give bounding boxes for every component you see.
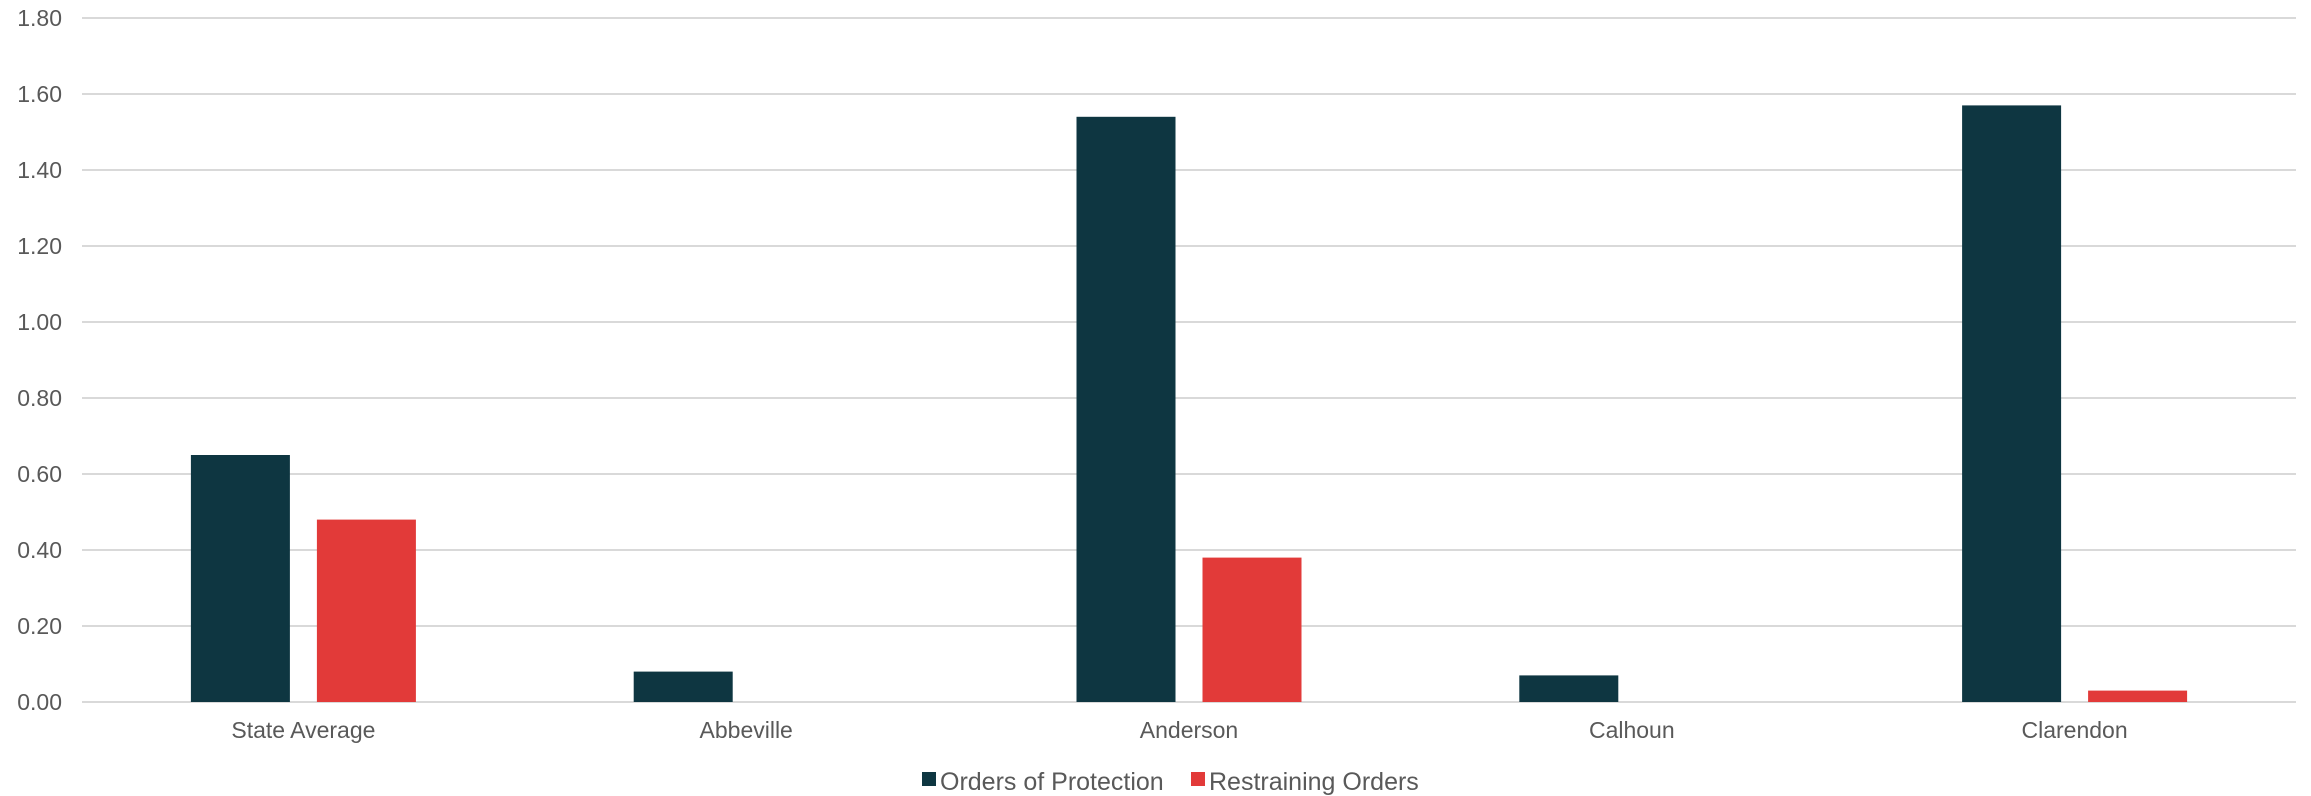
y-tick-label: 0.60 [17,461,62,487]
x-category-label: Abbeville [700,717,793,743]
y-tick-label: 1.80 [17,5,62,31]
y-tick-label: 0.40 [17,537,62,563]
bar-restraining-orders-state-average [316,519,416,702]
x-category-label: Calhoun [1589,717,1675,743]
gridlines [82,17,2296,703]
legend: Orders of Protection Restraining Orders [922,768,1419,796]
bar-orders-of-protection-anderson [1076,116,1176,703]
y-tick-label: 0.00 [17,689,62,715]
x-axis-category-labels: State Average Abbeville Anderson Calhoun Cla… [231,717,2127,743]
y-tick-label: 1.20 [17,233,62,259]
y-tick-label: 1.60 [17,81,62,107]
y-axis-tick-labels: 0.00 0.20 0.40 0.60 0.80 1.00 1.20 1.40 1.60 1.80 [17,5,62,715]
y-tick-label: 1.40 [17,157,62,183]
legend-swatch [922,772,936,786]
x-category-label: Anderson [1140,717,1238,743]
bar-restraining-orders-clarendon [2088,690,2188,702]
bar-restraining-orders-anderson [1202,557,1302,702]
bar-orders-of-protection-abbeville [633,671,733,702]
bar-orders-of-protection-state-average [190,455,290,702]
bar-orders-of-protection-calhoun [1519,675,1619,702]
bar-orders-of-protection-clarendon [1962,105,2062,702]
x-category-label: Clarendon [2022,717,2128,743]
legend-label: Orders of Protection [940,768,1164,796]
x-category-label: State Average [231,717,375,743]
legend-label: Restraining Orders [1209,768,1419,796]
legend-swatch [1191,772,1205,786]
y-tick-label: 0.80 [17,385,62,411]
bars [190,105,2188,703]
y-tick-label: 0.20 [17,613,62,639]
y-tick-label: 1.00 [17,309,62,335]
